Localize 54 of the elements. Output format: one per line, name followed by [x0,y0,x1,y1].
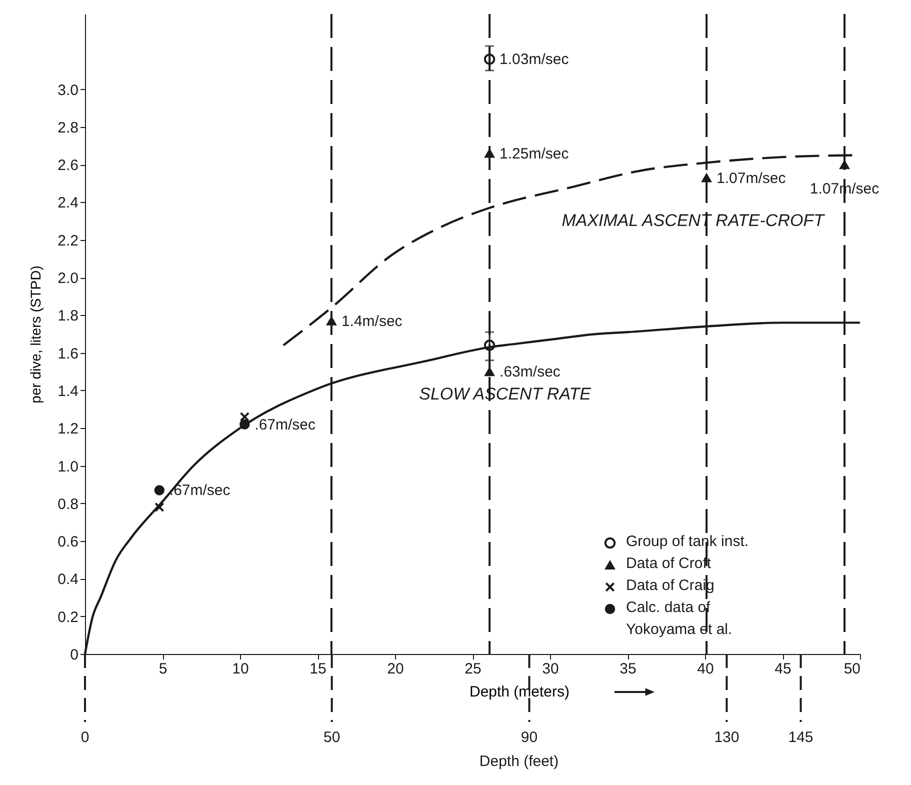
point [240,419,250,430]
point [484,148,495,158]
point [154,485,165,496]
point [839,160,850,170]
annotation: .63m/sec [500,364,561,381]
x-axis-title: Depth (meters) [469,684,570,700]
annotation: .67m/sec [169,482,231,500]
x-tick-label: 20 [387,660,404,678]
legend-label: Group of tank inst. [626,533,749,550]
x-tick-label: 35 [620,660,636,678]
x2-tick-label: 145 [788,729,814,746]
x-tick-label: 25 [464,660,482,678]
point [240,412,250,422]
y-axis-title: per dive, liters (STPD) [28,266,44,404]
point [484,367,495,376]
y-tick-label: 0.2 [58,608,78,626]
point [326,316,337,326]
y-tick-label: 2.8 [58,119,78,136]
x-tick-label: 45 [774,660,792,678]
x-tick-label: 50 [844,660,860,678]
x2-tick-label: 130 [714,729,740,746]
point [484,54,496,65]
x2-axis-title: Depth (feet) [479,753,559,770]
y-tick-label: 0.6 [58,534,78,551]
x-tick-label: 15 [310,660,326,678]
x-tick-label: 40 [697,660,714,678]
y-tick-label: 0 [70,646,78,664]
point [484,340,496,351]
y-tick-label: 2.4 [58,194,78,212]
y-tick-label: 2.6 [58,157,78,174]
annotation: 1.07m/sec [716,170,786,187]
y-tick-label: 0.4 [58,571,78,588]
annotation: 1.25m/sec [500,145,570,162]
y-tick-label: 2.2 [58,232,78,250]
y-tick-label: 0.8 [58,496,78,513]
annotation: 1.03m/sec [500,51,570,68]
legend-label: Data of Croft [626,555,712,572]
x-tick-label: 30 [542,660,559,678]
x2-tick-label: 0 [80,729,90,746]
y-tick-label: 1.0 [58,458,78,476]
x2-tick-label: 50 [323,729,340,746]
point [154,502,164,512]
annotation: .67m/sec [254,416,316,434]
y-tick-label: 1.8 [58,308,78,325]
y-tick-label: 3.0 [58,82,78,99]
x-tick-label: 5 [158,660,168,678]
x2-tick-label: 90 [520,729,538,746]
y-tick-label: 1.2 [58,420,78,438]
y-tick-label: 1.4 [58,382,78,400]
annotation: 1.4m/sec [341,312,403,330]
x-tick-label: 10 [232,660,249,678]
y-tick-label: 2.0 [58,270,78,288]
point [701,173,712,182]
y-tick-label: 1.6 [58,345,78,362]
